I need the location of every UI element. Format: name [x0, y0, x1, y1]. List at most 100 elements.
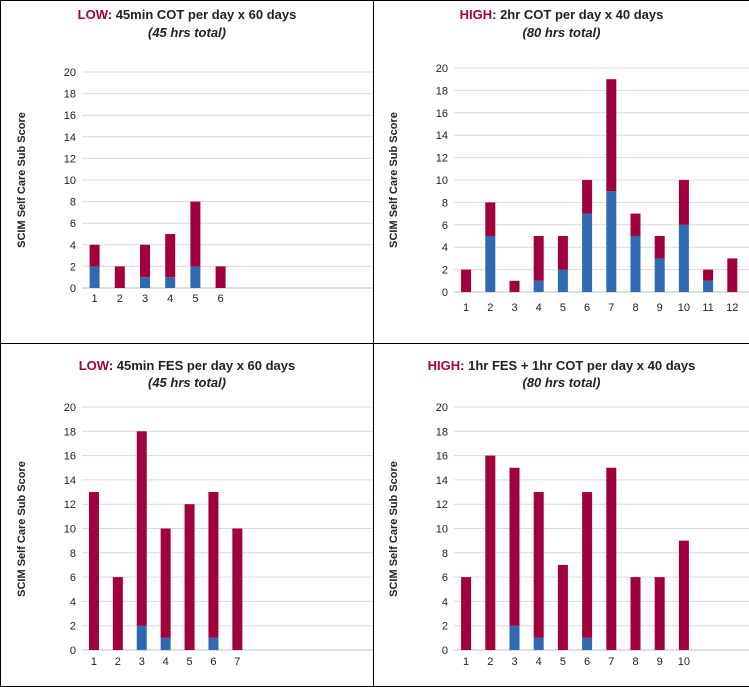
- bar-segment-base: [208, 637, 219, 650]
- bar-segment-top: [89, 244, 100, 267]
- chart-title: HIGH: 1hr FES + 1hr COT per day x 40 day…: [374, 358, 749, 374]
- bar-segment-base: [136, 625, 147, 650]
- y-tick-label: 8: [70, 548, 76, 560]
- x-tick-label: 5: [186, 656, 192, 668]
- x-tick-label: 1: [463, 302, 469, 314]
- bar-segment-top: [654, 236, 665, 259]
- y-tick-label: 6: [442, 220, 448, 232]
- bar-segment-base: [533, 637, 544, 650]
- x-tick-label: 4: [163, 656, 169, 668]
- bar-segment-top: [215, 266, 226, 288]
- x-tick-label: 1: [91, 656, 97, 668]
- bar-segment-base: [140, 277, 150, 288]
- y-tick-label: 0: [70, 645, 76, 657]
- x-tick-label: 7: [608, 302, 614, 314]
- y-axis-label: SCIM Self Care Sub Score: [387, 460, 400, 597]
- x-tick-label: 11: [702, 302, 713, 314]
- bar-segment-base: [160, 637, 171, 650]
- y-tick-label: 18: [436, 85, 448, 97]
- bar-segment-base: [703, 280, 714, 292]
- title-rest: : 45min COT per day x 60 days: [107, 7, 297, 22]
- chart-panel-high-fes-cot: HIGH: 1hr FES + 1hr COT per day x 40 day…: [374, 343, 749, 686]
- bar-segment-base: [654, 258, 665, 292]
- y-tick-label: 10: [64, 175, 76, 187]
- bar-segment-base: [678, 224, 689, 292]
- y-tick-label: 2: [442, 265, 448, 277]
- chart-subtitle: (80 hrs total): [522, 375, 601, 390]
- title-accent: HIGH: [427, 358, 461, 373]
- y-tick-label: 16: [436, 108, 448, 120]
- bar-segment-top: [533, 492, 544, 638]
- y-tick-label: 12: [436, 153, 448, 165]
- y-tick-label: 20: [436, 63, 448, 75]
- bar-segment-top: [533, 236, 544, 281]
- bar-segment-base: [630, 236, 641, 292]
- y-tick-label: 14: [64, 132, 76, 144]
- y-tick-label: 20: [436, 402, 448, 414]
- bar-segment-top: [165, 234, 176, 278]
- chart-subtitle: (80 hrs total): [522, 25, 601, 40]
- bar-segment-top: [232, 528, 243, 650]
- y-tick-label: 14: [436, 130, 448, 142]
- chart-subtitle: (45 hrs total): [147, 25, 226, 40]
- y-tick-label: 16: [436, 451, 448, 463]
- bar-segment-top: [485, 455, 496, 650]
- y-tick-label: 12: [64, 153, 76, 165]
- x-tick-label: 5: [192, 293, 198, 305]
- y-tick-label: 8: [442, 197, 448, 209]
- y-tick-label: 16: [64, 110, 76, 122]
- y-tick-label: 4: [70, 596, 76, 608]
- x-tick-label: 10: [678, 656, 690, 668]
- title-rest: : 2hr COT per day x 40 days: [492, 7, 664, 22]
- bar-segment-top: [160, 528, 171, 638]
- bar-segment-top: [190, 201, 201, 267]
- bar-segment-base: [89, 266, 100, 288]
- y-tick-label: 12: [436, 499, 448, 511]
- x-tick-label: 6: [218, 293, 224, 305]
- bar-segment-top: [509, 280, 520, 292]
- x-tick-label: 5: [560, 302, 566, 314]
- y-tick-label: 6: [70, 572, 76, 584]
- x-tick-label: 10: [678, 302, 690, 314]
- x-tick-label: 6: [584, 302, 590, 314]
- y-tick-label: 0: [442, 287, 448, 299]
- y-axis-label: SCIM Self Care Sub Score: [387, 112, 400, 248]
- y-tick-label: 18: [64, 426, 76, 438]
- bar-segment-top: [606, 79, 617, 192]
- bar-segment-top: [509, 467, 520, 626]
- bar-segment-top: [114, 266, 125, 288]
- bar-segment-top: [727, 258, 738, 292]
- y-tick-label: 14: [64, 475, 76, 487]
- bar-segment-top: [112, 577, 123, 650]
- y-axis-label: SCIM Self Care Sub Score: [15, 112, 28, 248]
- chart-panel-low-cot: LOW: 45min COT per day x 60 days (45 hrs…: [0, 0, 374, 343]
- x-tick-label: 3: [139, 656, 145, 668]
- y-tick-label: 10: [64, 524, 76, 536]
- x-tick-label: 1: [463, 656, 469, 668]
- chart-title: HIGH: 2hr COT per day x 40 days: [374, 7, 749, 23]
- y-tick-label: 8: [442, 548, 448, 560]
- y-tick-label: 14: [436, 475, 448, 487]
- bar-segment-base: [582, 213, 593, 292]
- bar-segment-top: [461, 269, 472, 292]
- x-tick-label: 9: [657, 302, 663, 314]
- chart-title: LOW: 45min COT per day x 60 days: [0, 7, 374, 23]
- bar-segment-top: [88, 492, 99, 650]
- x-tick-label: 2: [117, 293, 123, 305]
- x-tick-label: 4: [536, 656, 542, 668]
- y-tick-label: 20: [64, 402, 76, 414]
- x-tick-label: 1: [92, 293, 98, 305]
- bar-segment-base: [533, 280, 544, 292]
- title-rest: : 45min FES per day x 60 days: [108, 358, 296, 373]
- y-tick-label: 20: [64, 67, 76, 79]
- bar-segment-top: [678, 180, 689, 225]
- bar-segment-top: [606, 467, 617, 650]
- y-axis-label: SCIM Self Care Sub Score: [15, 460, 28, 597]
- x-tick-label: 2: [487, 302, 493, 314]
- chart-panel-high-cot: HIGH: 2hr COT per day x 40 days (80 hrs …: [374, 0, 749, 343]
- x-tick-label: 3: [511, 656, 517, 668]
